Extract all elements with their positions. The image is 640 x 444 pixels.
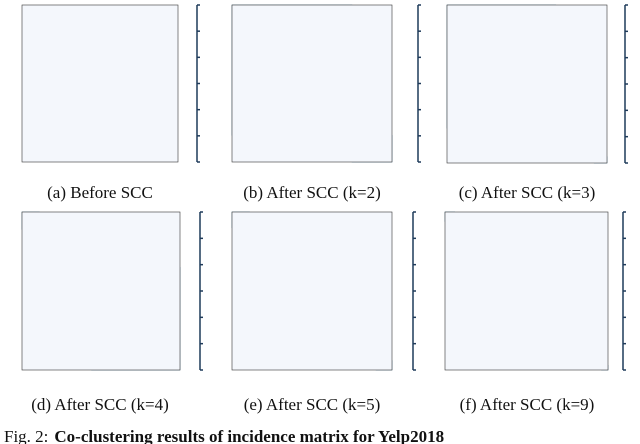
matrix [446,4,608,164]
matrix [231,211,393,371]
caption: (d) After SCC (k=4) [31,395,169,414]
matrix [21,4,179,163]
matrix [21,211,181,371]
matrix [444,211,609,371]
matrix [231,4,393,163]
caption: (b) After SCC (k=2) [243,183,381,202]
figure-text: Co-clustering results of incidence matri… [54,427,444,444]
caption: (a) Before SCC [47,183,153,202]
caption: (f) After SCC (k=9) [460,395,595,414]
caption: (c) After SCC (k=3) [459,183,596,202]
figure-caption: Fig. 2: Co-clustering results of incidenc… [4,427,444,444]
figure-label: Fig. 2: [4,427,48,444]
caption: (e) After SCC (k=5) [244,395,381,414]
